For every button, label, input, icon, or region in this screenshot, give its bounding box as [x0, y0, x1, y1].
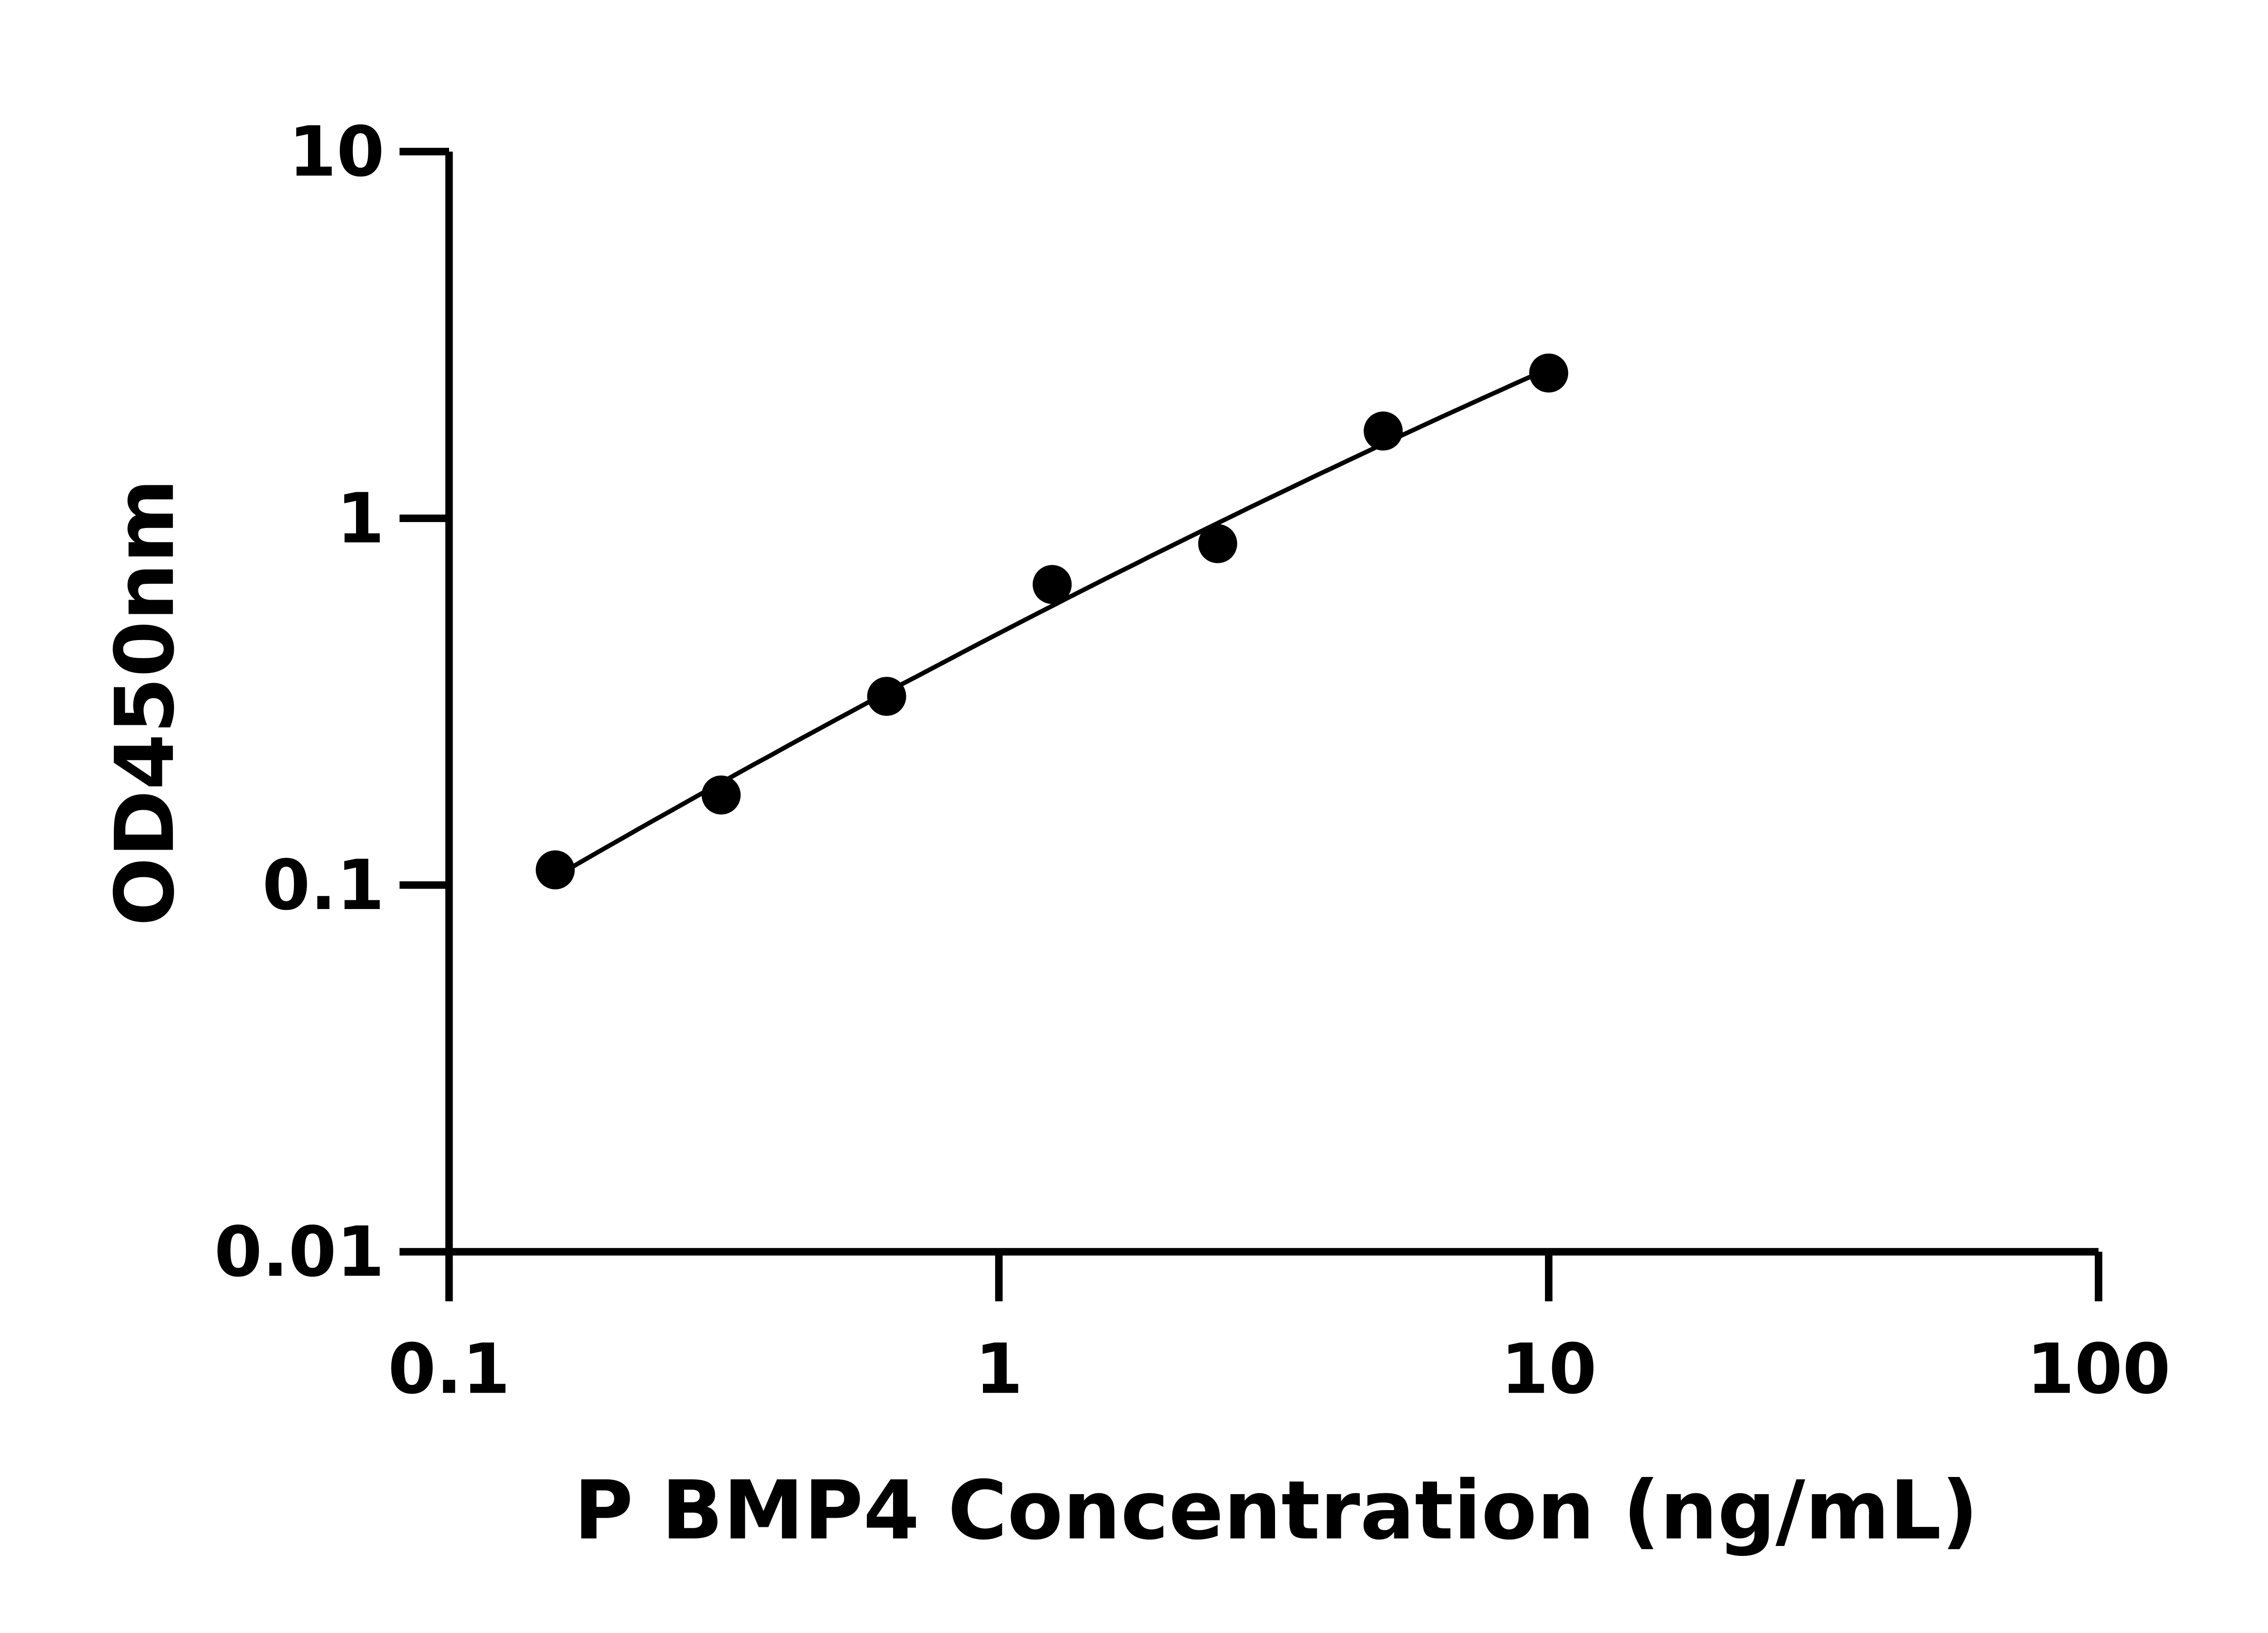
y-tick-label: 0.01	[214, 1212, 384, 1292]
y-tick-label: 10	[288, 112, 385, 192]
x-axis-label: P BMP4 Concentration (ng/mL)	[574, 1464, 1978, 1558]
x-tick-label: 1	[975, 1329, 1023, 1409]
data-point	[536, 850, 575, 890]
x-tick-label: 100	[2027, 1329, 2171, 1409]
y-tick-label: 0.1	[262, 845, 385, 925]
data-point	[1529, 353, 1569, 393]
x-tick-label: 10	[1501, 1329, 1597, 1409]
y-axis-label: OD450nm	[98, 479, 192, 926]
data-point	[701, 775, 741, 815]
data-point	[1032, 565, 1072, 604]
data-point	[867, 677, 906, 716]
axes	[399, 147, 2102, 1301]
data-point	[1364, 411, 1403, 451]
y-tick-label: 1	[337, 479, 385, 559]
data-points	[536, 353, 1569, 890]
x-tick-label: 0.1	[388, 1329, 510, 1409]
data-point	[1198, 524, 1237, 563]
